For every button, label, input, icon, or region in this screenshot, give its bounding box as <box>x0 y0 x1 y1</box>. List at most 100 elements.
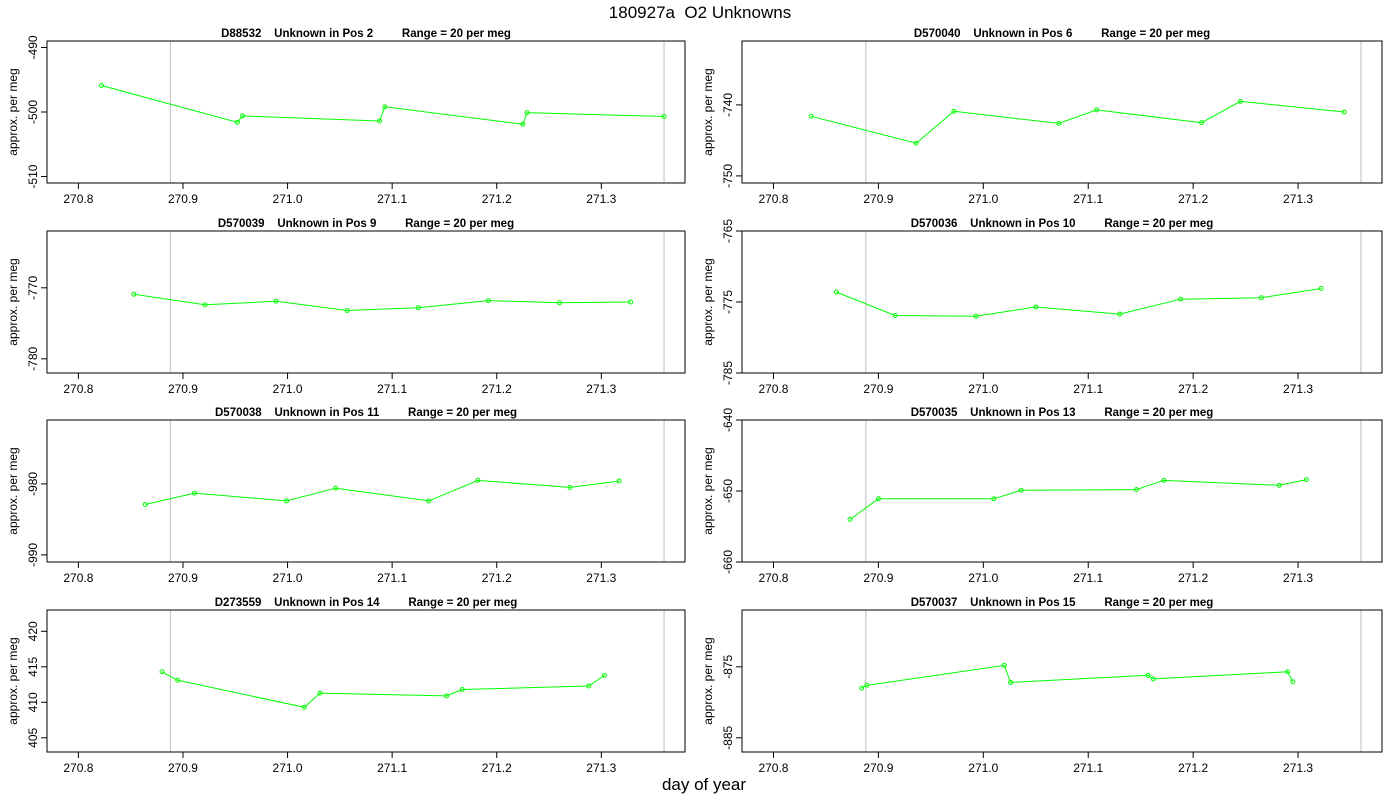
panel-title: D570035 Unknown in Pos 13 Range = 20 per… <box>911 407 1214 419</box>
data-point <box>382 104 388 110</box>
x-tick-label: 270.9 <box>168 761 198 775</box>
data-point <box>333 485 339 491</box>
panel-title: D273559 Unknown in Pos 14 Range = 20 per… <box>215 597 518 609</box>
data-point <box>1018 487 1024 493</box>
chart-panel-2: D570040 Unknown in Pos 6 Range = 20 per … <box>701 28 1383 206</box>
data-point <box>377 118 383 124</box>
plot-frame <box>46 40 686 184</box>
data-point <box>1276 482 1282 488</box>
plot-frame <box>741 419 1383 563</box>
y-tick-label: -780 <box>26 346 40 370</box>
y-tick-label: -980 <box>26 472 40 496</box>
data-point <box>317 690 323 696</box>
x-tick-label: 271.0 <box>968 761 998 775</box>
x-tick-label: 271.3 <box>586 571 616 585</box>
x-tick-label: 271.1 <box>377 571 407 585</box>
plot-frame <box>46 419 686 563</box>
series-line <box>145 479 620 505</box>
data-point <box>159 669 165 675</box>
x-tick-label: 271.3 <box>586 382 616 396</box>
data-point <box>1117 311 1123 317</box>
data-point <box>301 704 307 710</box>
data-point <box>973 313 979 319</box>
panel-title: D570036 Unknown in Pos 10 Range = 20 per… <box>911 218 1214 230</box>
data-point <box>1056 120 1062 126</box>
data-point <box>1199 120 1205 126</box>
y-tick-label: -775 <box>721 290 735 314</box>
data-point <box>556 300 562 306</box>
series-line <box>161 671 605 708</box>
x-tick-label: 270.8 <box>63 761 93 775</box>
x-tick-label: 270.9 <box>168 382 198 396</box>
x-tick-label: 271.3 <box>586 761 616 775</box>
x-tick-label: 271.2 <box>482 761 512 775</box>
x-tick-label: 271.1 <box>1073 571 1103 585</box>
data-point <box>444 693 450 699</box>
plot-frame <box>741 609 1383 753</box>
y-tick-label: -990 <box>26 543 40 567</box>
data-point <box>892 312 898 318</box>
series-line <box>849 479 1307 520</box>
data-point <box>344 308 350 314</box>
chart-panel-3: D570039 Unknown in Pos 9 Range = 20 per … <box>6 218 686 396</box>
x-tick-label: 270.8 <box>63 382 93 396</box>
chart-panel-1: D88532 Unknown in Pos 2 Range = 20 per m… <box>6 28 686 206</box>
panel-title: D88532 Unknown in Pos 2 Range = 20 per m… <box>221 28 511 40</box>
x-tick-label: 271.2 <box>482 382 512 396</box>
panel-title: D570039 Unknown in Pos 9 Range = 20 per … <box>218 218 514 230</box>
data-point <box>142 501 148 507</box>
x-tick-label: 271.0 <box>968 382 998 396</box>
data-point <box>875 496 881 502</box>
x-tick-label: 271.1 <box>377 761 407 775</box>
x-tick-label: 270.9 <box>863 192 893 206</box>
data-point <box>1161 477 1167 483</box>
data-point <box>567 484 573 490</box>
x-tick-label: 270.8 <box>63 571 93 585</box>
data-point <box>847 516 853 522</box>
data-point <box>1178 296 1184 302</box>
data-point <box>808 113 814 119</box>
x-tick-label: 270.8 <box>758 761 788 775</box>
x-tick-label: 271.0 <box>273 192 303 206</box>
y-tick-label: 405 <box>26 727 40 747</box>
y-tick-label: -770 <box>26 275 40 299</box>
x-tick-label: 271.1 <box>377 192 407 206</box>
data-point <box>240 113 246 119</box>
data-point <box>273 298 279 304</box>
data-point <box>284 498 290 504</box>
x-tick-label: 271.1 <box>1073 761 1103 775</box>
data-point <box>1145 672 1151 678</box>
x-tick-label: 271.2 <box>482 192 512 206</box>
data-point <box>524 110 530 116</box>
data-point <box>859 685 865 691</box>
x-tick-label: 271.1 <box>377 382 407 396</box>
y-axis-label: approx. per meg <box>701 637 715 724</box>
y-axis-label: approx. per meg <box>6 68 20 155</box>
x-tick-label: 271.2 <box>1178 761 1208 775</box>
x-tick-label: 271.0 <box>273 761 303 775</box>
data-point <box>175 677 181 683</box>
y-tick-label: -510 <box>26 164 40 188</box>
data-point <box>833 289 839 295</box>
x-tick-label: 271.1 <box>1073 382 1103 396</box>
x-tick-label: 270.9 <box>168 571 198 585</box>
data-point <box>475 477 481 483</box>
data-point <box>951 108 957 114</box>
y-tick-label: -765 <box>721 219 735 243</box>
x-tick-label: 271.3 <box>1283 761 1313 775</box>
x-tick-label: 271.2 <box>1178 382 1208 396</box>
chart-panel-7: D273559 Unknown in Pos 14 Range = 20 per… <box>6 597 686 775</box>
y-axis-label: approx. per meg <box>6 258 20 345</box>
x-tick-label: 271.1 <box>1073 192 1103 206</box>
x-tick-label: 271.0 <box>968 571 998 585</box>
x-tick-label: 270.8 <box>63 192 93 206</box>
x-tick-label: 271.0 <box>273 571 303 585</box>
y-tick-label: -650 <box>721 479 735 503</box>
data-point <box>1285 669 1291 675</box>
y-tick-label: -750 <box>721 164 735 188</box>
x-tick-label: 270.9 <box>168 192 198 206</box>
y-tick-label: -490 <box>26 35 40 59</box>
x-tick-label: 271.3 <box>586 192 616 206</box>
y-axis-label: approx. per meg <box>6 637 20 724</box>
